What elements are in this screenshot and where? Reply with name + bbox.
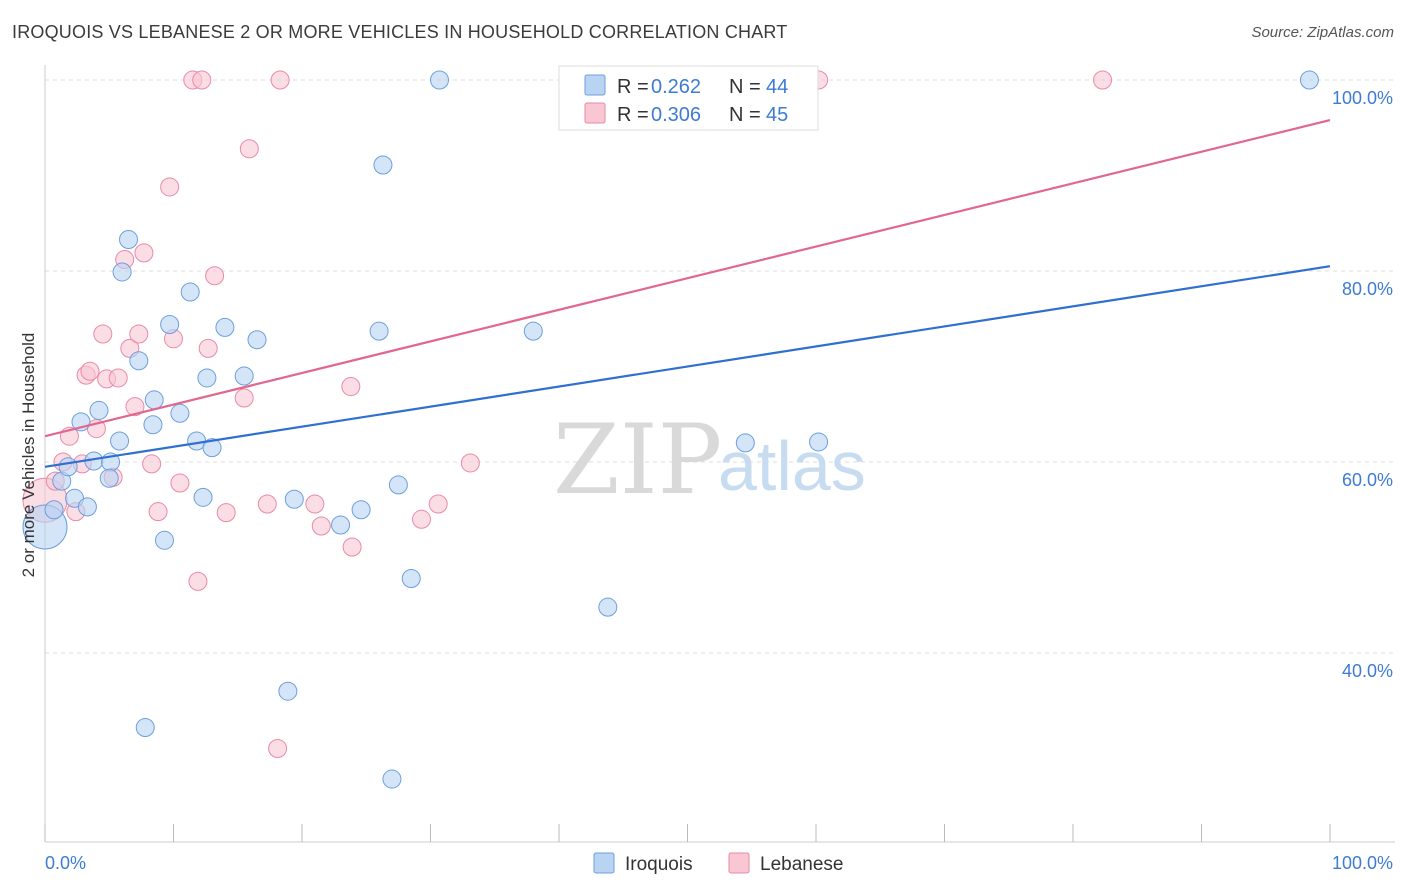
iroquois-point <box>351 500 371 520</box>
data-points <box>22 70 1319 789</box>
iroquois-point <box>99 468 119 488</box>
iroquois-point <box>598 597 618 617</box>
lebanese-point <box>188 571 208 591</box>
iroquois-point <box>373 155 393 175</box>
iroquois-point <box>401 569 421 589</box>
iroquois-point <box>382 769 402 789</box>
y-tick-label: 60.0% <box>1342 470 1393 490</box>
lebanese-point <box>108 368 128 388</box>
iroquois-point <box>523 321 543 341</box>
legend-n-label-1: N = <box>729 76 761 98</box>
lebanese-point <box>198 338 218 358</box>
iroquois-point <box>155 530 175 550</box>
lebanese-trend-line <box>44 119 1331 438</box>
y-tick-label: 40.0% <box>1342 661 1393 681</box>
bottom-legend-swatch-iroquois <box>593 852 615 874</box>
iroquois-point <box>234 366 254 386</box>
lebanese-point <box>1093 70 1113 90</box>
lebanese-point <box>412 509 432 529</box>
watermark-zip: ZIP <box>553 404 722 516</box>
legend-n-value-1: 44 <box>766 76 788 98</box>
iroquois-point <box>809 432 829 452</box>
iroquois-point <box>193 487 213 507</box>
iroquois-point <box>215 317 235 337</box>
iroquois-point <box>429 70 449 90</box>
lebanese-point <box>270 70 290 90</box>
iroquois-point <box>110 431 130 451</box>
iroquois-point <box>247 330 267 350</box>
chart-title: IROQUOIS VS LEBANESE 2 OR MORE VEHICLES … <box>12 22 788 42</box>
iroquois-point <box>44 500 64 520</box>
bottom-legend-swatch-lebanese <box>728 852 750 874</box>
iroquois-point <box>160 314 180 334</box>
bottom-legend-iroquois: Iroquois <box>625 854 693 875</box>
iroquois-point <box>112 262 132 282</box>
iroquois-point <box>369 321 389 341</box>
watermark: ZIP atlas <box>553 404 866 516</box>
lebanese-point <box>192 70 212 90</box>
lebanese-point <box>311 516 331 536</box>
lebanese-point <box>170 473 190 493</box>
lebanese-point <box>129 324 149 344</box>
legend-r-value-1: 0.262 <box>651 76 701 98</box>
iroquois-point <box>129 351 149 371</box>
lebanese-point <box>142 454 162 474</box>
lebanese-point <box>428 494 448 514</box>
lebanese-point <box>148 502 168 522</box>
legend-r-label-1: R = <box>617 76 649 98</box>
iroquois-point <box>89 400 109 420</box>
legend-swatch-lebanese <box>584 102 606 124</box>
bottom-legend-lebanese: Lebanese <box>760 854 843 875</box>
legend-n-label-2: N = <box>729 104 761 126</box>
iroquois-point <box>388 475 408 495</box>
lebanese-point <box>216 503 236 523</box>
legend-n-value-2: 45 <box>766 104 788 126</box>
iroquois-point <box>735 433 755 453</box>
lebanese-point <box>160 177 180 197</box>
lebanese-point <box>93 324 113 344</box>
trend-lines <box>44 119 1331 468</box>
iroquois-trend-line <box>44 265 1331 468</box>
lebanese-point <box>239 139 259 159</box>
lebanese-point <box>80 361 100 381</box>
iroquois-point <box>1299 70 1319 90</box>
y-axis-label: 2 or more Vehicles in Household <box>19 333 38 578</box>
lebanese-point <box>268 739 288 758</box>
lebanese-point <box>342 537 362 557</box>
source-label: Source: ZipAtlas.com <box>1251 24 1394 41</box>
iroquois-point <box>331 515 351 535</box>
iroquois-point <box>284 489 304 509</box>
y-axis-label-group: 2 or more Vehicles in Household <box>19 333 38 578</box>
iroquois-point <box>77 497 97 517</box>
axes: 0.0% 100.0% <box>44 65 1395 873</box>
bottom-legend: Iroquois Lebanese <box>593 852 843 875</box>
lebanese-point <box>460 453 480 473</box>
iroquois-point <box>170 403 190 423</box>
lebanese-point <box>305 494 325 514</box>
lebanese-point <box>125 397 145 417</box>
iroquois-point <box>278 681 298 701</box>
iroquois-point <box>58 457 78 477</box>
iroquois-point <box>119 229 139 249</box>
iroquois-point <box>144 390 164 410</box>
lebanese-point <box>205 266 225 286</box>
legend-swatch-iroquois <box>584 74 606 96</box>
lebanese-point <box>257 494 277 514</box>
lebanese-point <box>134 243 154 263</box>
lebanese-point <box>234 388 254 408</box>
x-tick-label-min: 0.0% <box>45 853 86 873</box>
iroquois-point <box>180 282 200 302</box>
x-tick-label-max: 100.0% <box>1332 853 1393 873</box>
iroquois-point <box>202 438 222 458</box>
legend-r-label-2: R = <box>617 104 649 126</box>
y-tick-label: 100.0% <box>1332 88 1393 108</box>
legend: R = 0.262 N = 44 R = 0.306 N = 45 <box>558 65 819 131</box>
y-tick-label: 80.0% <box>1342 279 1393 299</box>
iroquois-point <box>197 368 217 388</box>
legend-r-value-2: 0.306 <box>651 104 701 126</box>
lebanese-point <box>341 377 361 397</box>
iroquois-point <box>135 717 155 737</box>
iroquois-point <box>143 415 163 435</box>
